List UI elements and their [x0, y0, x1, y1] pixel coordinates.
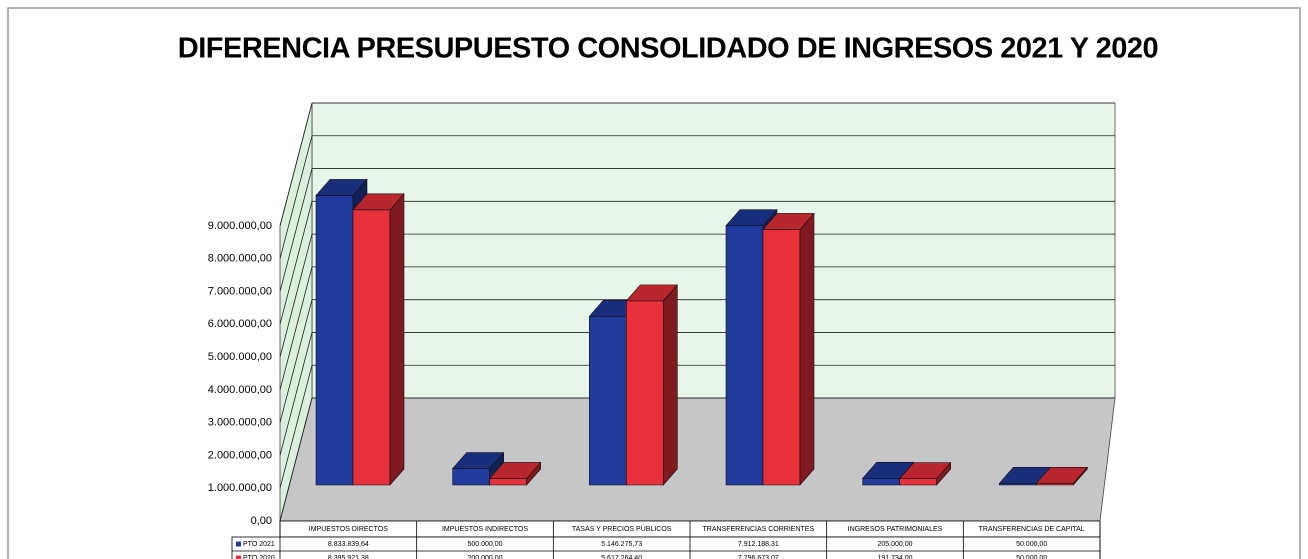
bar-front [899, 478, 937, 486]
value-label: 7.912.188,31 [738, 541, 779, 548]
bar-front [725, 225, 764, 486]
value-label: 50.000,00 [1016, 541, 1047, 548]
value-label: 500.000,00 [467, 541, 502, 548]
bar [625, 284, 678, 486]
bar-top [489, 462, 542, 479]
bar-front [352, 209, 391, 486]
bar-top [762, 213, 815, 230]
bar [1035, 466, 1088, 486]
grid-line [279, 102, 1115, 227]
bar [762, 212, 815, 486]
bar-side [663, 284, 678, 486]
y-tick-label: 0,00 [251, 515, 272, 527]
grid-line [279, 233, 1115, 358]
bar-side [389, 193, 405, 486]
category-label: TASAS Y PRECIOS PÚBLICOS [572, 524, 672, 533]
y-tick-label: 3.000.000,00 [208, 417, 272, 429]
value-label: 50.000,00 [1016, 555, 1047, 559]
value-label: 5.146.275,73 [601, 541, 642, 548]
y-tick-label: 5.000.000,00 [208, 351, 272, 363]
bar [352, 193, 405, 486]
bar-top [1035, 467, 1088, 484]
y-tick-label: 4.000.000,00 [208, 384, 272, 396]
bar [489, 461, 542, 486]
bar [899, 461, 952, 486]
y-tick-label: 6.000.000,00 [208, 318, 272, 330]
value-label: 205.000,00 [877, 541, 912, 548]
back-wall [311, 102, 1116, 399]
value-label: 191.734,00 [877, 555, 912, 559]
value-label: 8.833.839,64 [328, 541, 369, 548]
y-tick-label: 8.000.000,00 [208, 253, 272, 265]
bar-side [799, 212, 815, 486]
grid-line [279, 200, 1115, 325]
grid-line [279, 332, 1115, 456]
category-label: TRANSFERENCIAS DE CAPITAL [979, 526, 1085, 533]
grid-line [279, 299, 1115, 423]
bar-front [589, 316, 627, 486]
bar-top [862, 461, 915, 479]
bar-top [625, 284, 678, 302]
bar-front [315, 195, 354, 486]
y-tick-label: 1.000.000,00 [208, 482, 272, 494]
value-label: 5.617.264,40 [601, 555, 642, 559]
chart-title: DIFERENCIA PRESUPUESTO CONSOLIDADO DE IN… [178, 33, 1158, 65]
floor [279, 397, 1116, 522]
grid-line [279, 135, 1115, 259]
bar-front [626, 300, 664, 486]
bar-top [315, 179, 368, 196]
bar-top [452, 452, 505, 469]
category-label: TRANSFERENCIAS CORRIENTES [703, 526, 815, 533]
bar-top [899, 462, 952, 480]
bar [452, 451, 505, 486]
y-tick-label: 9.000.000,00 [208, 220, 272, 232]
legend-swatch [236, 541, 241, 547]
category-label: IMPUESTOS DIRECTOS [309, 526, 388, 533]
grid-line [279, 266, 1115, 390]
legend-swatch [236, 555, 241, 559]
legend-label: PTO 2020 [243, 555, 275, 559]
grid-line [279, 364, 1115, 489]
y-tick-label: 2.000.000,00 [208, 449, 272, 461]
bar-front [452, 468, 490, 486]
value-label: 8.395.921,38 [328, 555, 369, 559]
y-tick-label: 7.000.000,00 [208, 285, 272, 297]
category-label: IMPUESTOS INDIRECTOS [442, 526, 528, 533]
bar-top [352, 193, 405, 211]
value-label: 7.796.673,07 [738, 555, 779, 559]
bar-front [489, 478, 527, 486]
bar-front [862, 477, 900, 486]
grid-line [279, 168, 1115, 292]
grid-line [279, 397, 1115, 522]
bar-front [762, 229, 801, 486]
value-label: 200.000,00 [467, 555, 502, 559]
bar [862, 461, 915, 486]
legend-label: PTO 2021 [243, 541, 275, 548]
bar-top [725, 209, 778, 226]
category-label: INGRESOS PATRIMONIALES [848, 526, 943, 533]
